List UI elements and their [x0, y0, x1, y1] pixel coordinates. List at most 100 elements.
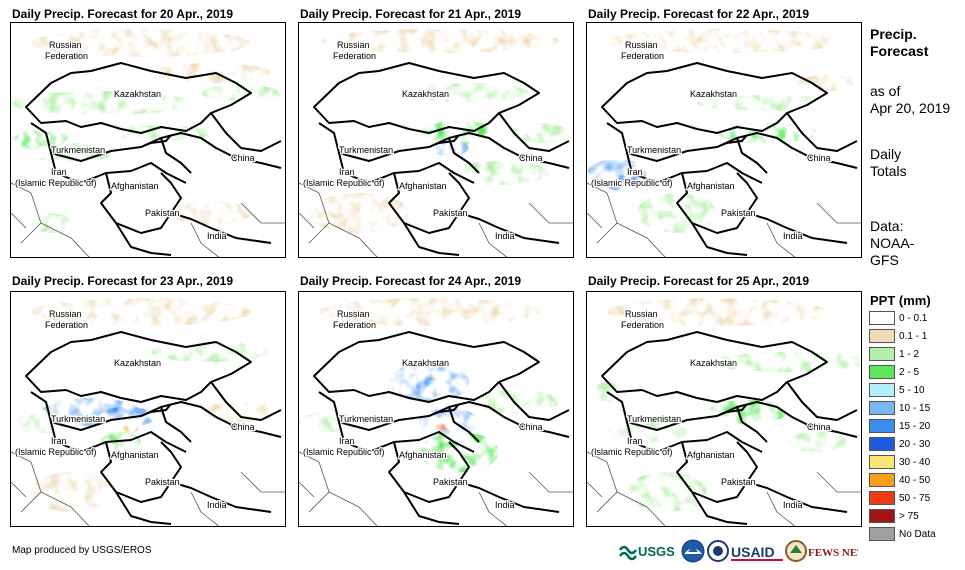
map-label-afghanistan: Afghanistan	[399, 450, 447, 460]
legend-label: 10 - 15	[899, 402, 931, 414]
map-label-pakistan: Pakistan	[433, 477, 468, 487]
panel-title-3: Daily Precip. Forecast for 22 Apr., 2019	[588, 7, 809, 21]
map-label-turkmenistan: Turkmenistan	[627, 414, 681, 424]
panel-title-5: Daily Precip. Forecast for 24 Apr., 2019	[300, 274, 521, 288]
map-label-india: India	[495, 500, 515, 510]
data-source-line-2: NOAA-	[870, 235, 915, 251]
totals-text: Totals	[870, 163, 907, 179]
legend-label: 50 - 75	[899, 492, 931, 504]
map-label-afghanistan: Afghanistan	[399, 181, 447, 191]
forecast-map-4: Russian Federation Kazakhstan Turkmenistan I…	[10, 291, 286, 527]
map-label-iran-2: (Islamic Republic of)	[15, 178, 97, 188]
map-label-russia-2: Federation	[621, 320, 664, 330]
forecast-map-5: Russian Federation Kazakhstan Turkmenistan I…	[298, 291, 574, 527]
panel-title-4: Daily Precip. Forecast for 23 Apr., 2019	[12, 274, 233, 288]
forecast-map-1: Russian Federation Kazakhstan Turkmenistan I…	[10, 22, 286, 258]
map-label-india: India	[207, 231, 227, 241]
credit-text: Map produced by USGS/EROS	[12, 545, 152, 556]
legend-item: No Data	[869, 526, 936, 542]
legend-label: 40 - 50	[899, 474, 931, 486]
map-label-russia-1: Russian	[337, 309, 370, 319]
legend-label: 0 - 0.1	[899, 312, 928, 324]
side-title-line-1: Precip.	[870, 26, 917, 42]
legend-label: > 75	[899, 510, 919, 522]
map-label-afghanistan: Afghanistan	[111, 450, 159, 460]
legend-swatch	[869, 509, 895, 523]
map-label-pakistan: Pakistan	[145, 477, 180, 487]
forecast-map-2: Russian Federation Kazakhstan Turkmenistan I…	[298, 22, 574, 258]
legend-label: No Data	[899, 528, 936, 540]
legend-label: 20 - 30	[899, 438, 931, 450]
map-label-pakistan: Pakistan	[433, 208, 468, 218]
map-label-iran-1: Iran	[51, 167, 67, 177]
map-label-russia-1: Russian	[49, 309, 82, 319]
map-label-kazakhstan: Kazakhstan	[690, 89, 737, 99]
map-label-india: India	[783, 231, 803, 241]
as-of-text: as of	[870, 83, 901, 99]
map-label-russia-2: Federation	[333, 51, 376, 61]
map-label-china: China	[807, 153, 831, 163]
data-source-line-1: Data:	[870, 218, 904, 234]
map-label-iran-1: Iran	[339, 436, 355, 446]
map-label-russia-1: Russian	[337, 40, 370, 50]
map-label-kazakhstan: Kazakhstan	[402, 358, 449, 368]
side-title-line-2: Forecast	[870, 43, 929, 59]
map-label-iran-2: (Islamic Republic of)	[591, 447, 673, 457]
map-label-pakistan: Pakistan	[145, 208, 180, 218]
daily-text: Daily	[870, 146, 902, 162]
map-label-turkmenistan: Turkmenistan	[51, 414, 105, 424]
legend-swatch	[869, 437, 895, 451]
usaid-logo: USAID	[731, 544, 783, 561]
map-label-china: China	[519, 153, 543, 163]
noaa-logo	[681, 539, 705, 563]
legend-swatch	[869, 455, 895, 469]
legend-item: 5 - 10	[869, 382, 925, 398]
map-label-russia-1: Russian	[625, 309, 658, 319]
forecast-map-6: Russian Federation Kazakhstan Turkmenistan I…	[586, 291, 862, 527]
legend-swatch	[869, 473, 895, 487]
data-source-line-3: GFS	[870, 252, 899, 268]
legend-swatch	[869, 419, 895, 433]
map-label-pakistan: Pakistan	[721, 477, 756, 487]
legend-swatch	[869, 329, 895, 343]
map-label-china: China	[231, 153, 255, 163]
map-label-russia-1: Russian	[49, 40, 82, 50]
map-label-russia-1: Russian	[625, 40, 658, 50]
legend-item: > 75	[869, 508, 919, 524]
map-label-russia-2: Federation	[45, 320, 88, 330]
panel-title-6: Daily Precip. Forecast for 25 Apr., 2019	[588, 274, 809, 288]
map-label-iran-1: Iran	[51, 436, 67, 446]
map-label-afghanistan: Afghanistan	[111, 181, 159, 191]
legend-item: 0 - 0.1	[869, 310, 927, 326]
legend-item: 30 - 40	[869, 454, 930, 470]
legend-label: 5 - 10	[899, 384, 925, 396]
map-label-iran-1: Iran	[339, 167, 355, 177]
map-label-iran-2: (Islamic Republic of)	[15, 447, 97, 457]
map-label-china: China	[519, 422, 543, 432]
map-label-turkmenistan: Turkmenistan	[339, 145, 393, 155]
usaid-logo-text: USAID	[731, 544, 775, 560]
map-label-turkmenistan: Turkmenistan	[339, 414, 393, 424]
map-label-china: China	[807, 422, 831, 432]
map-label-iran-1: Iran	[627, 436, 643, 446]
map-label-afghanistan: Afghanistan	[687, 450, 735, 460]
map-label-turkmenistan: Turkmenistan	[627, 145, 681, 155]
legend-swatch	[869, 365, 895, 379]
daily-totals-label: Daily Totals	[870, 146, 907, 180]
legend-item: 2 - 5	[869, 364, 919, 380]
legend-item: 50 - 75	[869, 490, 930, 506]
panel-title-2: Daily Precip. Forecast for 21 Apr., 2019	[300, 7, 521, 21]
map-label-turkmenistan: Turkmenistan	[51, 145, 105, 155]
legend-label: 15 - 20	[899, 420, 931, 432]
legend-title: PPT (mm)	[870, 293, 931, 308]
usgs-logo-text: USGS	[638, 544, 675, 559]
legend-item: 1 - 2	[869, 346, 919, 362]
map-label-india: India	[783, 500, 803, 510]
logos-strip: USGS USAID FEWS NET	[618, 538, 865, 564]
usgs-logo: USGS	[618, 544, 675, 561]
legend-item: 40 - 50	[869, 472, 930, 488]
legend-swatch	[869, 383, 895, 397]
legend-item: 20 - 30	[869, 436, 930, 452]
map-label-kazakhstan: Kazakhstan	[114, 358, 161, 368]
legend-label: 30 - 40	[899, 456, 931, 468]
